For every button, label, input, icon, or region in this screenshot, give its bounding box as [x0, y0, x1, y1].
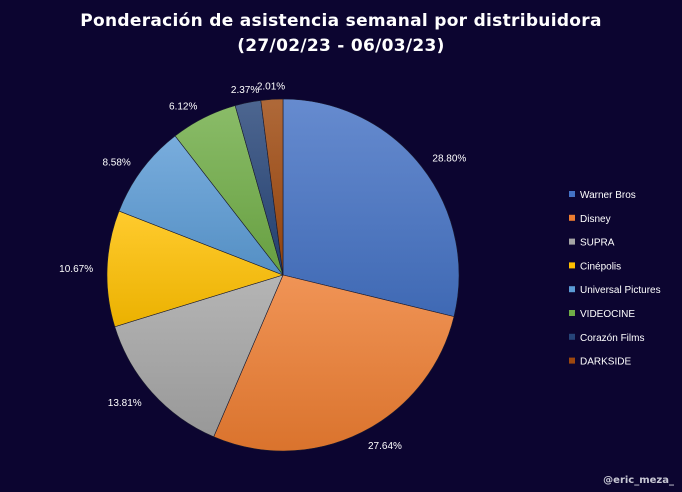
legend-label: Cinépolis: [580, 261, 621, 272]
legend-swatch: [569, 357, 575, 364]
data-labels: 28.80% 27.64% 13.81% 10.67% 8.58% 6.12% 2.37%2…: [59, 81, 466, 452]
data-label-cinepolis: 10.67%: [59, 264, 93, 275]
legend-label: Disney: [580, 214, 611, 225]
chart-subtitle: (27/02/23 - 06/03/23): [237, 36, 445, 56]
legend-swatch: [569, 333, 575, 340]
legend-swatch: [569, 191, 575, 197]
legend-swatch: [569, 310, 575, 316]
data-label-disney: 27.64%: [368, 441, 402, 452]
data-label-supra: 13.81%: [108, 398, 142, 409]
legend-item-supra: SUPRA: [569, 238, 615, 249]
data-label-darkside: 2.01%: [257, 81, 285, 92]
legend-swatch: [569, 214, 575, 221]
legend-item-universal-pictures: Universal Pictures: [569, 285, 661, 296]
data-label-videocine: 6.12%: [169, 101, 197, 112]
chart-title: Ponderación de asistencia semanal por di…: [80, 11, 602, 31]
pie-slice-supra: [114, 274, 284, 438]
pie-slice-disney: [213, 274, 455, 452]
legend-item-cinepolis: Cinépolis: [569, 261, 621, 272]
legend-label: VIDEOCINE: [580, 309, 635, 320]
legend-item-videocine: VIDEOCINE: [569, 309, 635, 320]
watermark: @eric_meza_: [603, 475, 674, 486]
legend-item-corazon-films: Corazón Films: [569, 333, 644, 344]
legend-label: DARKSIDE: [580, 357, 631, 368]
data-label-corazon-films: 2.37%: [231, 85, 259, 96]
legend-label: Warner Bros: [580, 190, 636, 201]
legend-swatch: [569, 238, 575, 245]
pie-slice-cinepolis: [106, 210, 284, 328]
legend-label: SUPRA: [580, 238, 615, 249]
legend-item-disney: Disney: [569, 214, 611, 225]
data-label-warner-bros: 28.80%: [432, 154, 466, 165]
data-label-universal-pictures: 8.58%: [102, 157, 130, 168]
legend-label: Universal Pictures: [580, 285, 661, 296]
legend-swatch: [569, 262, 575, 269]
legend: Warner Bros Disney SUPRA Cinépolis Universal…: [569, 190, 661, 368]
legend-item-darkside: DARKSIDE: [569, 357, 631, 368]
pie-slices: [106, 98, 460, 452]
pie-slice-warner-bros: [282, 98, 460, 317]
pie-slice-universal-pictures: [118, 135, 284, 276]
legend-item-warner-bros: Warner Bros: [569, 190, 636, 201]
pie-slice-darkside: [260, 98, 284, 276]
legend-swatch: [569, 286, 575, 293]
legend-label: Corazón Films: [580, 333, 644, 344]
